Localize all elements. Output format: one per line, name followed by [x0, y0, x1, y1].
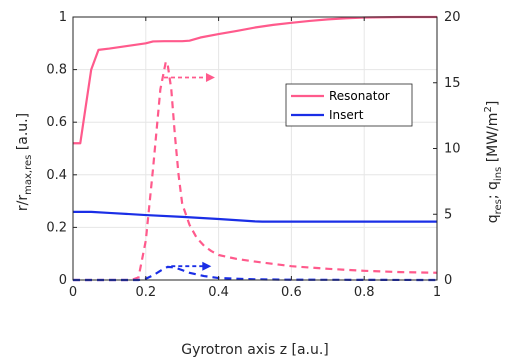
annotation-layer	[164, 72, 215, 271]
grid	[72, 16, 438, 281]
y-right-tick-label: 0	[444, 273, 452, 288]
legend-label-resonator: Resonator	[329, 89, 390, 103]
y-right-tick-label: 5	[444, 207, 452, 222]
x-tick-label: 0.8	[354, 285, 375, 300]
y-right-tick-label: 10	[444, 142, 461, 157]
y-right-axis-label: qres; qins [MW/m2]	[483, 101, 504, 224]
annotation-arrow-head	[202, 261, 212, 271]
legend: Resonator Insert	[285, 83, 413, 127]
x-tick-label: 0.4	[208, 285, 229, 300]
y-left-tick-label: 0.4	[46, 168, 67, 183]
x-tick-label: 0.2	[135, 285, 156, 300]
y-left-tick-label: 0	[59, 273, 67, 288]
x-tick-label: 0.6	[281, 285, 302, 300]
legend-box	[285, 83, 413, 127]
x-axis-label: Gyrotron axis z [a.u.]	[181, 342, 329, 358]
series-layer	[73, 15, 438, 282]
y-left-tick-label: 1	[59, 10, 67, 25]
y-left-tick-label: 0.2	[46, 220, 67, 235]
series-line-q-res	[73, 60, 438, 282]
y-right-tick-label: 20	[444, 10, 461, 25]
y-left-tick-label: 0.8	[46, 63, 67, 78]
series-line-q-ins	[73, 265, 438, 282]
x-tick-label: 0	[69, 285, 77, 300]
legend-label-insert: Insert	[329, 108, 364, 122]
y-left-tick-label: 0.6	[46, 115, 67, 130]
y-left-axis-label: r/rmax,res [a.u.]	[15, 113, 34, 211]
series-line-insert	[73, 210, 437, 223]
axes-box	[72, 16, 438, 281]
y-right-tick-label: 15	[444, 76, 461, 91]
x-tick-label: 1	[433, 285, 441, 300]
annotation-arrow-head	[205, 72, 215, 82]
